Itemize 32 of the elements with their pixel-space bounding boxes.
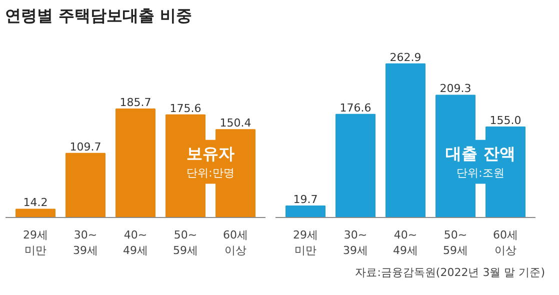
data-label: 262.9 [390,50,422,64]
x-tick-label: 29세 미만 [23,228,48,258]
bar [286,205,326,218]
x-tick-label: 40~ 49세 [123,228,148,258]
bar [66,152,106,218]
data-label: 176.6 [340,101,372,114]
x-tick-label: 50~ 59세 [443,228,468,258]
data-label: 185.7 [120,96,152,110]
data-label: 109.7 [70,140,102,154]
x-tick-label: 60세 이상 [223,228,248,258]
data-label: 155.0 [490,114,522,127]
data-label: 175.6 [170,102,202,115]
x-tick-label: 50~ 59세 [173,228,198,258]
x-tick-label: 30~ 39세 [73,228,98,258]
text: 자료:금융감독원(2022년 3월 말 기준) [355,265,545,281]
annotation: 대출 잔액 [446,144,516,163]
data-label: 19.7 [293,192,318,206]
x-tick-label: 29세 미만 [293,228,318,258]
data-label: 209.3 [440,82,472,96]
x-tick-label: 40~ 49세 [393,228,418,258]
x-tick-label: 30~ 39세 [343,228,368,258]
chart-title: 연령별 주택담보대출 비중 [5,5,192,27]
annotation: 보유자 [186,144,234,163]
annotation: 단위:만명 [186,166,234,180]
data-label: 150.4 [220,116,252,130]
data-label: 14.2 [23,196,48,210]
annotation: 단위:조원 [456,166,504,180]
x-tick-label: 60세 이상 [493,228,518,258]
bar [116,108,156,218]
bar [386,63,426,218]
bar [16,208,56,218]
bar [336,114,376,218]
